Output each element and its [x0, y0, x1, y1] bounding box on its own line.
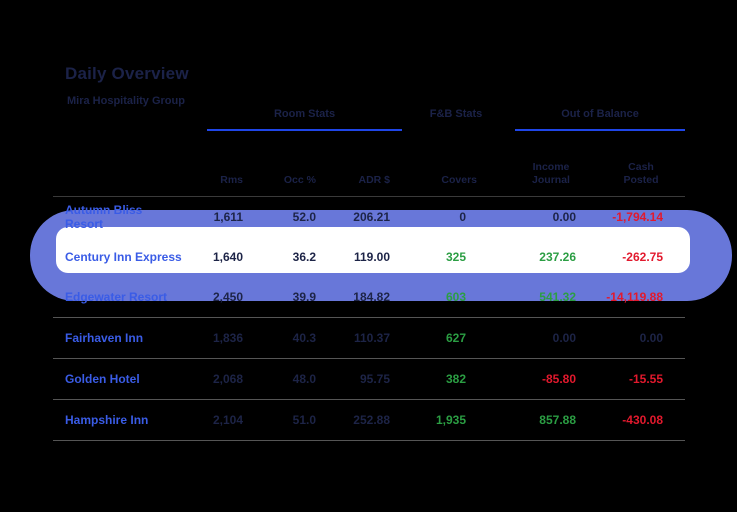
rms-value: 1,640	[212, 250, 243, 264]
rms-value: 1,836	[212, 331, 243, 345]
cash-posted-value: -14,119.88	[606, 290, 663, 304]
rms-value: 2,104	[212, 413, 243, 427]
cash-posted-value: 0.00	[639, 331, 663, 345]
adr-value: 119.00	[353, 250, 390, 264]
covers-value: 382	[445, 372, 466, 386]
page-subtitle: Mira Hospitality Group	[67, 95, 185, 107]
occ-value: 40.3	[292, 331, 316, 345]
hotel-name: Golden Hotel	[65, 372, 140, 386]
cash-posted-value: -430.08	[622, 413, 663, 427]
covers-value: 1,935	[435, 413, 466, 427]
rms-value: 2,068	[212, 372, 243, 386]
cash-posted-value: -15.55	[628, 372, 663, 386]
covers-value: 325	[445, 250, 466, 264]
income-journal-value: 0.00	[552, 210, 576, 224]
adr-value: 206.21	[353, 210, 390, 224]
hotel-name: Autumn Bliss Resort	[65, 203, 143, 231]
group-header-out-of-balance: Out of Balance	[515, 108, 685, 131]
hotel-name: Edgewater Resort	[65, 290, 168, 304]
rms-value: 1,611	[213, 210, 243, 224]
table-row[interactable]: Fairhaven Inn 1,836 40.3 110.37 627 0.00…	[53, 318, 685, 359]
column-header-income-journal: Income Journal	[532, 160, 570, 187]
overview-table: Room Stats F&B Stats Out of Balance Rms …	[53, 105, 685, 441]
income-journal-value: 541.32	[539, 290, 576, 304]
covers-value: 627	[445, 331, 466, 345]
hotel-name: Century Inn Express	[65, 250, 182, 264]
occ-value: 36.2	[292, 250, 316, 264]
hotel-name: Hampshire Inn	[65, 413, 149, 427]
cash-posted-value: -1,794.14	[612, 210, 663, 224]
page-title: Daily Overview	[65, 64, 189, 83]
table-row[interactable]: Golden Hotel 2,068 48.0 95.75 382 -85.80…	[53, 359, 685, 400]
table-row[interactable]: Autumn Bliss Resort 1,611 52.0 206.21 0 …	[53, 197, 685, 237]
cash-posted-value: -262.75	[622, 250, 663, 264]
occ-value: 39.9	[292, 290, 316, 304]
column-header-cash-posted: Cash Posted	[623, 160, 659, 187]
column-header-covers: Covers	[441, 174, 477, 187]
adr-value: 184.82	[353, 290, 390, 304]
table-row[interactable]: Hampshire Inn 2,104 51.0 252.88 1,935 85…	[53, 400, 685, 441]
adr-value: 252.88	[353, 413, 390, 427]
income-journal-value: 237.26	[539, 250, 576, 264]
income-journal-value: -85.80	[541, 372, 576, 386]
adr-value: 95.75	[359, 372, 390, 386]
occ-value: 51.0	[292, 413, 316, 427]
covers-value: 603	[445, 290, 466, 304]
adr-value: 110.37	[353, 331, 390, 345]
column-header-rms: Rms	[220, 174, 243, 187]
column-header-row: Rms Occ % ADR $ Covers Income Journal Ca…	[53, 148, 685, 197]
occ-value: 52.0	[292, 210, 316, 224]
table-body: Autumn Bliss Resort 1,611 52.0 206.21 0 …	[53, 197, 685, 441]
rms-value: 2,450	[212, 290, 243, 304]
hotel-name: Fairhaven Inn	[65, 331, 144, 345]
row-highlight-card	[56, 227, 690, 273]
column-header-adr: ADR $	[358, 174, 390, 187]
group-header-room-stats: Room Stats	[207, 108, 402, 131]
group-header-fnb-stats: F&B Stats	[429, 108, 483, 120]
column-header-occ: Occ %	[283, 174, 316, 187]
covers-value: 0	[459, 210, 466, 224]
table-row[interactable]: Edgewater Resort 2,450 39.9 184.82 603 5…	[53, 277, 685, 318]
occ-value: 48.0	[292, 372, 316, 386]
income-journal-value: 0.00	[552, 331, 576, 345]
income-journal-value: 857.88	[539, 413, 576, 427]
table-row[interactable]: Century Inn Express 1,640 36.2 119.00 32…	[53, 237, 685, 277]
group-header-row: Room Stats F&B Stats Out of Balance	[53, 105, 685, 148]
